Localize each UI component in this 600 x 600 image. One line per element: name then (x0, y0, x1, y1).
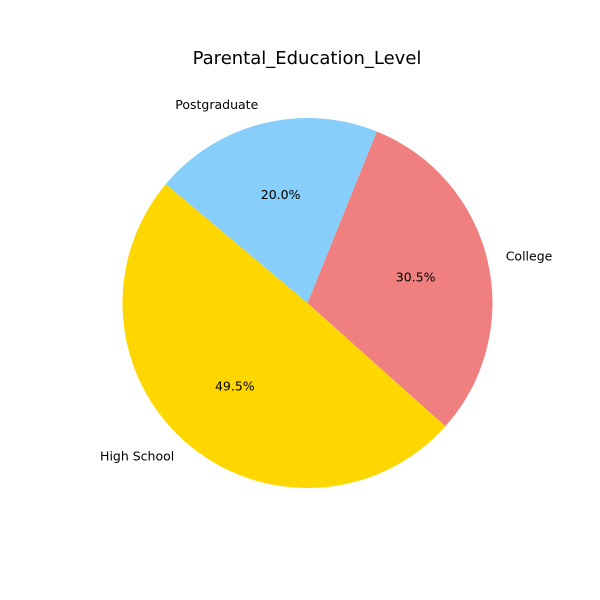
slice-label-high-school: High School (100, 448, 174, 463)
pie-labels: High School 49.5% College 30.5% Postgraduate… (100, 97, 553, 463)
slice-label-postgraduate: Postgraduate (175, 97, 258, 112)
pie-slice-high-school (122, 184, 446, 489)
pct-label-college: 30.5% (396, 269, 436, 284)
pct-label-high-school: 49.5% (215, 378, 255, 393)
pie-slice-college (307, 131, 493, 427)
chart-title: Parental_Education_Level (193, 48, 422, 69)
pct-label-postgraduate: 20.0% (261, 187, 301, 202)
slice-label-college: College (506, 248, 553, 263)
pie-slice-postgraduate (165, 117, 377, 303)
pie-slices (122, 117, 493, 489)
